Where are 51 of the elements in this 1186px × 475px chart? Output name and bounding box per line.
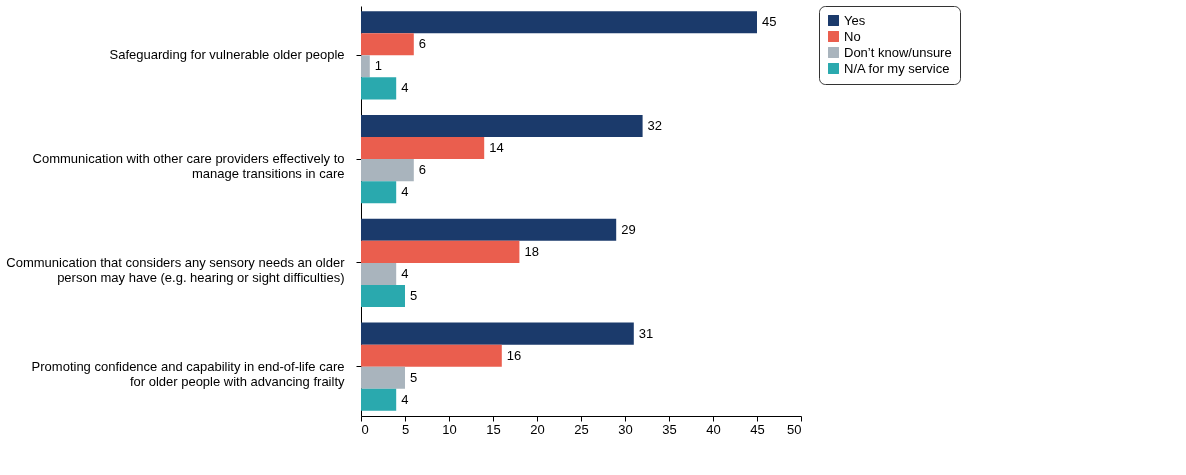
- data-label: 5: [410, 369, 418, 385]
- data-label: 31: [638, 325, 654, 341]
- data-label: 6: [418, 162, 427, 178]
- x-tick-label: 0: [361, 421, 369, 437]
- data-label: 4: [401, 184, 409, 200]
- bar: [361, 33, 414, 56]
- data-label: 4: [401, 391, 409, 407]
- x-tick-label: 10: [442, 421, 457, 437]
- bar: [361, 284, 405, 308]
- y-tick-label: Safeguarding for vulnerable older people: [109, 47, 345, 63]
- bar: [361, 240, 520, 263]
- x-tick-label: 45: [750, 421, 765, 437]
- legend-label: N/A for my service: [844, 60, 950, 76]
- bar: [361, 322, 634, 345]
- x-tick-label: 40: [706, 421, 721, 437]
- bar: [361, 114, 643, 138]
- data-label: 16: [506, 347, 522, 363]
- bar: [361, 181, 397, 204]
- bar: [361, 388, 397, 411]
- data-label: 1: [374, 58, 383, 74]
- data-label: 6: [418, 36, 427, 52]
- x-tick-label: 5: [401, 421, 410, 437]
- legend-label: No: [844, 28, 861, 44]
- data-label: 5: [410, 287, 418, 303]
- bar: [361, 159, 414, 182]
- y-tick-label: Promoting confidence and capability in end-of-life care for older people with advancing frailty: [31, 358, 345, 389]
- x-tick-label: 20: [530, 421, 545, 437]
- x-tick-label: 50: [787, 421, 802, 437]
- data-label: 4: [401, 265, 409, 281]
- data-label: 18: [524, 243, 539, 259]
- bar: [361, 366, 405, 389]
- bar: [361, 262, 397, 285]
- x-tick-label: 30: [618, 421, 633, 437]
- y-tick-label: Communication with other care providers effectively to manage transitions in care: [32, 151, 345, 182]
- bar: [361, 344, 502, 367]
- bar: [361, 218, 617, 241]
- legend-label: Yes: [844, 12, 866, 28]
- bar: [361, 55, 370, 78]
- data-label: 32: [647, 118, 663, 134]
- data-label: 14: [489, 140, 504, 156]
- x-tick-label: 35: [662, 421, 677, 437]
- data-label: 4: [401, 80, 409, 96]
- y-tick-label: Communication that considers any sensory needs an older person may have (e.g. hearing or sight difficulties): [6, 254, 346, 285]
- legend-label: Don’t know/unsure: [844, 44, 952, 60]
- data-label: 45: [762, 14, 777, 30]
- data-label: 29: [621, 221, 636, 237]
- bar: [361, 137, 485, 160]
- bar: [361, 77, 397, 100]
- x-tick-label: 15: [486, 421, 501, 437]
- x-tick-label: 25: [574, 421, 589, 437]
- bar: [361, 11, 757, 34]
